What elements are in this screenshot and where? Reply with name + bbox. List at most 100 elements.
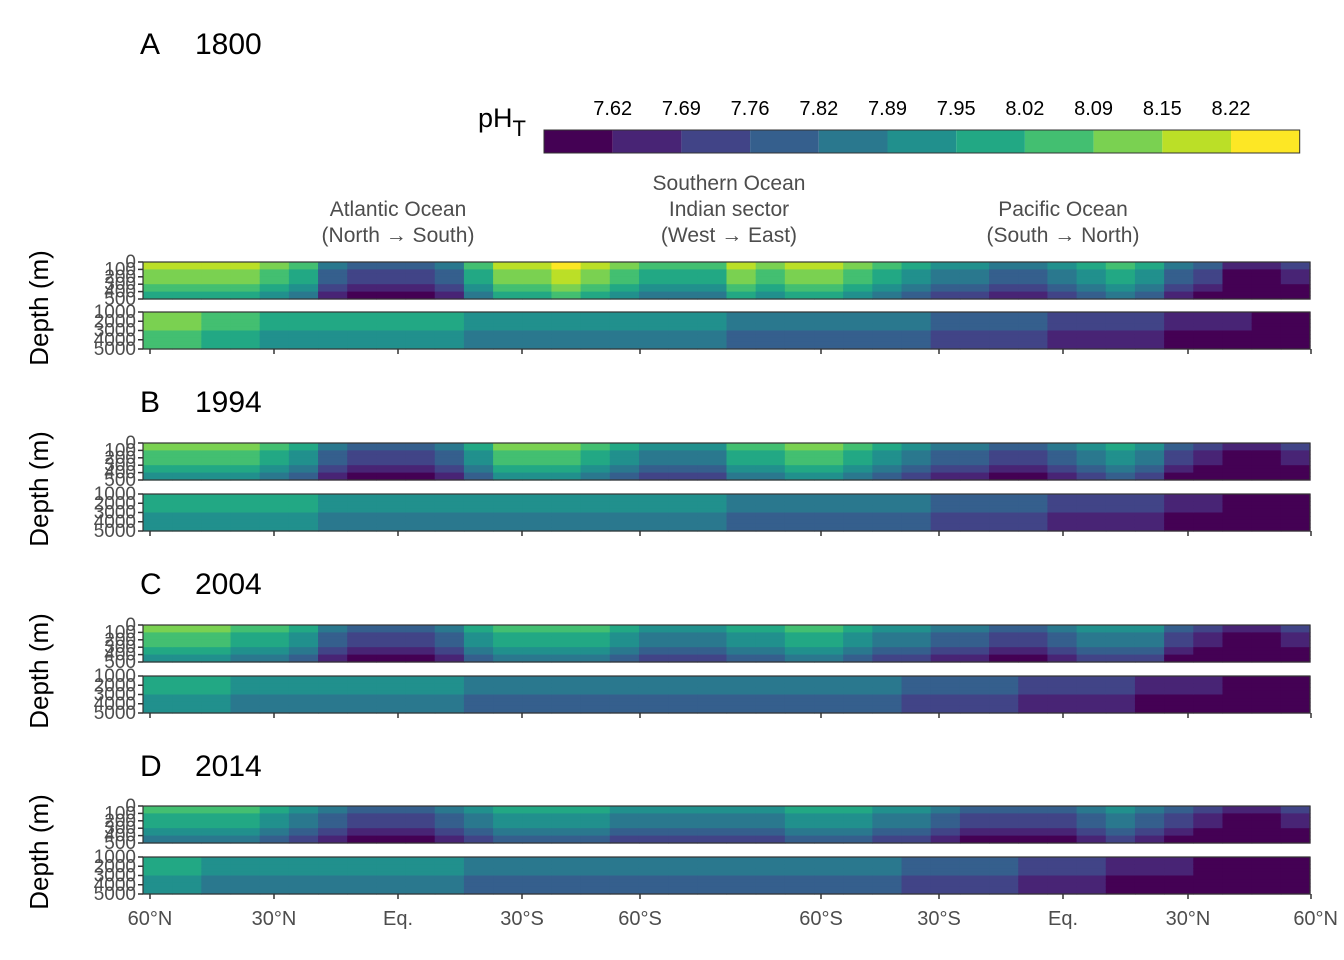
- section-cell: [143, 345, 173, 350]
- section-cell: [522, 505, 553, 510]
- section-cell: [930, 868, 961, 873]
- section-cell: [959, 628, 990, 633]
- section-cell: [930, 679, 961, 684]
- section-cell: [172, 443, 202, 448]
- section-cell: [1251, 679, 1282, 684]
- section-cell: [434, 694, 465, 699]
- section-cell: [872, 319, 903, 324]
- section-cell: [1164, 687, 1194, 692]
- section-cell: [668, 280, 698, 285]
- section-cell: [872, 817, 903, 822]
- section-cell: [755, 501, 786, 506]
- section-cell: [405, 516, 436, 521]
- section-cell: [989, 809, 1019, 814]
- section-cell: [318, 295, 348, 300]
- section-cell: [230, 501, 261, 506]
- section-cell: [1134, 330, 1165, 335]
- section-cell: [872, 276, 903, 282]
- section-cell: [1280, 465, 1311, 470]
- section-cell: [1018, 450, 1049, 455]
- section-cell: [1047, 319, 1078, 324]
- section-cell: [668, 806, 698, 811]
- section-cell: [1222, 625, 1253, 630]
- section-cell: [784, 806, 815, 811]
- section-cell: [259, 828, 290, 833]
- section-cell: [259, 287, 290, 293]
- section-cell: [201, 690, 232, 696]
- section-cell: [609, 628, 640, 633]
- section-cell: [405, 476, 436, 481]
- section-cell: [230, 828, 261, 833]
- section-cell: [1018, 824, 1049, 829]
- section-cell: [1280, 882, 1311, 888]
- section-cell: [463, 683, 494, 688]
- section-cell: [872, 446, 903, 451]
- section-cell: [376, 828, 407, 833]
- section-cell: [259, 326, 290, 332]
- section-cell: [784, 809, 815, 814]
- section-cell: [143, 864, 173, 869]
- section-cell: [493, 326, 523, 332]
- section-cell: [755, 839, 786, 844]
- section-cell: [1280, 497, 1311, 502]
- section-cell: [551, 443, 582, 448]
- section-cell: [376, 494, 407, 499]
- section-cell: [522, 312, 553, 317]
- section-cell: [259, 472, 290, 477]
- section-cell: [230, 813, 261, 818]
- section-cell: [522, 295, 553, 300]
- section-cell: [201, 280, 232, 285]
- section-cell: [347, 523, 378, 528]
- section-cell: [930, 809, 961, 814]
- section-cell: [755, 824, 786, 829]
- section-cell: [784, 512, 815, 517]
- section-cell: [1076, 687, 1107, 692]
- section-cell: [347, 265, 378, 270]
- section-cell: [551, 465, 582, 470]
- section-cell: [1018, 291, 1049, 296]
- section-cell: [580, 497, 611, 502]
- section-cell: [434, 323, 465, 328]
- section-cell: [493, 505, 523, 510]
- section-cell: [551, 835, 582, 840]
- section-cell: [784, 323, 815, 328]
- section-cell: [580, 886, 611, 891]
- section-cell: [1134, 465, 1165, 470]
- section-cell: [288, 658, 319, 663]
- section-cell: [930, 295, 961, 300]
- section-cell: [1105, 828, 1136, 833]
- section-cell: [1251, 295, 1282, 300]
- section-cell: [1251, 831, 1282, 837]
- section-cell: [609, 864, 640, 869]
- section-cell: [784, 345, 815, 350]
- section-cell: [580, 494, 611, 499]
- section-cell: [434, 476, 465, 481]
- section-cell: [959, 687, 990, 692]
- y-tick-label: 4000: [94, 330, 136, 351]
- section-cell: [434, 701, 465, 707]
- section-cell: [405, 860, 436, 865]
- section-cell: [989, 647, 1019, 652]
- section-cell: [318, 647, 348, 652]
- section-cell: [1280, 813, 1311, 818]
- section-cell: [580, 709, 611, 714]
- section-cell: [318, 857, 348, 862]
- section-cell: [638, 446, 669, 451]
- x-tick-label: 30°N: [1166, 908, 1211, 930]
- section-cell: [814, 516, 844, 521]
- section-cell: [1105, 639, 1136, 645]
- section-cell: [668, 523, 698, 528]
- section-cell: [1280, 287, 1311, 293]
- section-cell: [318, 643, 348, 648]
- section-cell: [434, 857, 465, 862]
- section-cell: [668, 654, 698, 659]
- section-cell: [172, 882, 202, 888]
- section-cell: [609, 295, 640, 300]
- section-cell: [318, 658, 348, 663]
- section-cell: [843, 345, 873, 350]
- section-cell: [901, 508, 932, 514]
- x-tick-label: 30°S: [917, 908, 961, 930]
- section-cell: [347, 828, 378, 833]
- section-cell: [697, 527, 728, 532]
- section-cell: [959, 501, 990, 506]
